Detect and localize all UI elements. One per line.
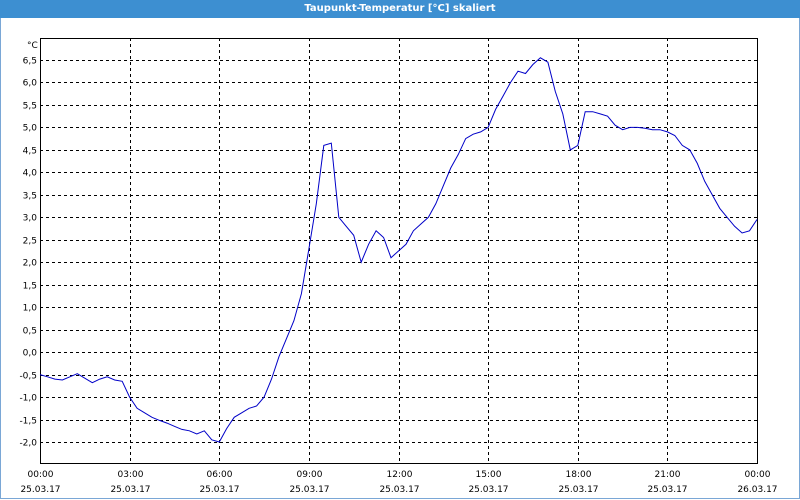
y-tick-label: -1,5 (19, 417, 37, 427)
y-tick-label: 1,5 (23, 282, 37, 292)
x-tick-date-label: 25.03.17 (468, 485, 508, 495)
y-tick-label: -0,5 (19, 372, 37, 382)
x-tick-date-label: 25.03.17 (289, 485, 329, 495)
x-tick-time-label: 15:00 (476, 470, 502, 480)
y-tick-labels: 6,5 6,0 5,5 5,0 4,5 4,0 3,5 3,0 2,5 2,0 1,5 1,0 0,5 0… (19, 57, 37, 449)
x-tick-time-label: 00:00 (28, 470, 54, 480)
y-tick-label: 5,0 (23, 124, 38, 134)
y-tick-label: 3,0 (23, 214, 38, 224)
x-tick-time-label: 06:00 (207, 470, 233, 480)
x-tick-time-label: 09:00 (297, 470, 323, 480)
x-tick-time-label: 00:00 (745, 470, 771, 480)
x-tick-date-label: 25.03.17 (199, 485, 239, 495)
y-tick-label: 6,0 (23, 79, 38, 89)
x-tick-time-label: 18:00 (566, 470, 592, 480)
y-tick-label: 2,5 (23, 237, 37, 247)
x-tick-labels: 00:00 25.03.17 03:00 25.03.17 06:00 25.03.17 0… (20, 470, 777, 495)
dewpoint-series-line (39, 57, 758, 443)
x-tick-time-label: 03:00 (118, 470, 144, 480)
y-tick-label: 0,0 (23, 349, 38, 359)
y-axis-unit-label: °C (27, 41, 38, 51)
x-tick-date-label: 26.03.17 (737, 485, 777, 495)
x-tick-date-label: 25.03.17 (379, 485, 419, 495)
x-tick-date-label: 25.03.17 (20, 485, 60, 495)
x-tick-date-label: 25.03.17 (558, 485, 598, 495)
y-tick-label: 4,0 (23, 169, 38, 179)
y-tick-label: -2,0 (19, 439, 37, 449)
x-tick-date-label: 25.03.17 (110, 485, 150, 495)
y-tick-label: 1,0 (23, 304, 38, 314)
y-tick-label: 2,0 (23, 259, 38, 269)
y-tick-label: 0,5 (23, 327, 37, 337)
x-tick-time-label: 12:00 (387, 470, 413, 480)
x-tick-date-label: 25.03.17 (647, 485, 687, 495)
y-tick-label: 6,5 (23, 57, 37, 67)
window-title: Taupunkt-Temperatur [°C] skaliert (0, 0, 800, 18)
y-tick-label: 5,5 (23, 102, 37, 112)
y-tick-label: -1,0 (19, 394, 37, 404)
x-tick-time-label: 21:00 (655, 470, 681, 480)
y-tick-label: 3,5 (23, 192, 37, 202)
y-tick-label: 4,5 (23, 147, 37, 157)
